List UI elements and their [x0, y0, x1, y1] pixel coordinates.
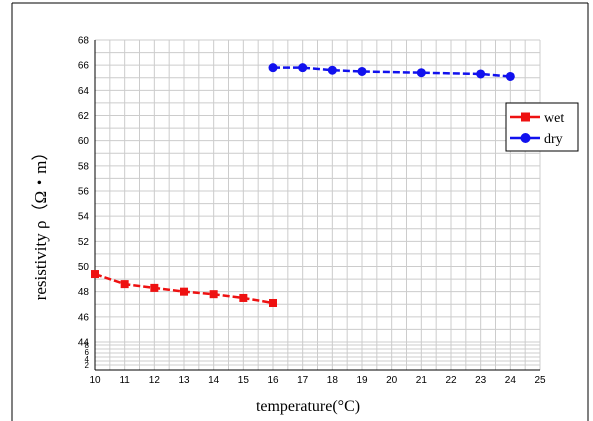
y-tick-label: 52 [78, 237, 90, 248]
data-point [269, 298, 277, 307]
y-tick-label: 46 [78, 312, 90, 323]
data-point [505, 71, 515, 81]
y-tick-label: 64 [78, 86, 90, 97]
x-tick-label: 17 [297, 375, 309, 386]
y-tick-label: 56 [78, 187, 90, 198]
data-point [357, 66, 367, 76]
data-point [91, 270, 99, 279]
legend: wet dry [505, 102, 579, 152]
y-tick-label: 50 [78, 262, 90, 273]
x-tick-label: 12 [149, 375, 161, 386]
data-point [180, 287, 188, 296]
x-tick-labels: 10 11 12 13 14 15 16 17 18 19 20 21 22 23 24 25 [89, 375, 546, 386]
y-tick-label: 60 [78, 136, 90, 147]
y-tick-label: 8 [85, 341, 90, 350]
series-dry [268, 63, 515, 81]
series-layer [91, 63, 515, 307]
grid [94, 39, 541, 370]
x-axis-label: temperature(°C) [256, 398, 360, 415]
data-point [120, 280, 129, 289]
x-tick-label: 15 [238, 375, 250, 386]
y-tick-label: 4 [85, 355, 90, 364]
data-point [298, 63, 308, 73]
x-tick-label: 20 [386, 375, 398, 386]
data-point [268, 63, 278, 73]
legend-box [505, 102, 579, 152]
y-axis-label: resistivity ρ（Ω・m） [31, 144, 50, 301]
y-tick-label: 44 [78, 338, 90, 349]
legend-marker [521, 112, 530, 122]
y-tick-label: 2 [85, 361, 90, 370]
x-tick-label: 14 [208, 375, 220, 386]
x-tick-label: 16 [267, 375, 279, 386]
x-tick-label: 23 [475, 375, 487, 386]
x-tick-label: 22 [445, 375, 457, 386]
y-tick-label: 68 [78, 36, 90, 47]
y-tick-label: 58 [78, 161, 90, 172]
data-point [239, 293, 248, 302]
axes [94, 40, 540, 371]
y-tick-label: 6 [85, 348, 90, 357]
x-tick-label: 18 [327, 375, 339, 386]
y-tick-label: 62 [78, 111, 90, 122]
x-tick-label: 13 [178, 375, 190, 386]
data-point [150, 283, 159, 292]
x-tick-label: 24 [505, 375, 517, 386]
series-wet [91, 270, 277, 307]
data-point [416, 68, 426, 78]
legend-label: dry [544, 132, 563, 147]
x-tick-label: 11 [119, 375, 130, 386]
legend-label: wet [544, 111, 564, 126]
legend-marker [520, 133, 531, 143]
x-tick-label: 10 [89, 375, 101, 386]
x-tick-label: 19 [356, 375, 368, 386]
y-tick-label: 66 [78, 61, 90, 72]
data-point [209, 290, 218, 299]
data-point [476, 69, 486, 79]
y-tick-label: 54 [78, 212, 90, 223]
x-tick-label: 21 [416, 375, 428, 386]
y-tick-label: 48 [78, 287, 90, 298]
x-tick-label: 25 [534, 375, 546, 386]
data-point [327, 65, 337, 75]
